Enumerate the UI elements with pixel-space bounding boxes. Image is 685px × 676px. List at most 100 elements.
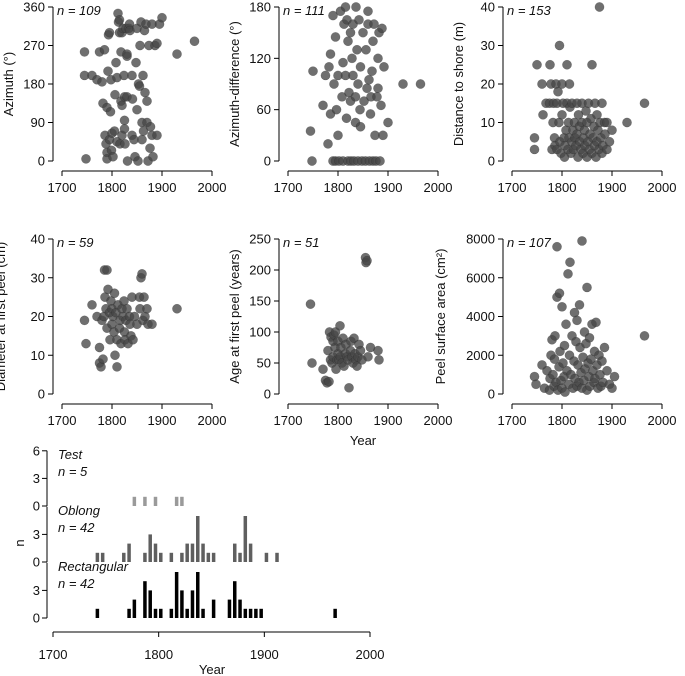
data-point: [145, 143, 155, 154]
data-point: [307, 358, 317, 368]
data-point: [140, 87, 150, 98]
data-point: [375, 156, 385, 166]
histogram-bar: [100, 552, 105, 562]
y-tick-label: 180: [23, 77, 45, 92]
x-tick-label: 1900: [374, 413, 403, 428]
data-point: [102, 265, 112, 275]
y-axis-label: Peel surface area (cm²): [433, 249, 448, 385]
data-point: [378, 130, 388, 141]
histogram-bar: [132, 496, 137, 506]
data-point: [318, 100, 328, 111]
data-point: [369, 19, 379, 29]
y-tick-label: 0: [488, 154, 495, 169]
x-axis-label: Year: [350, 433, 377, 448]
data-point: [597, 356, 607, 366]
histogram-bar: [211, 599, 216, 618]
data-point: [320, 70, 331, 81]
data-point: [142, 303, 152, 314]
histogram-bar: [143, 552, 147, 562]
data-point: [564, 79, 575, 89]
series-n-label: n = 5: [58, 464, 88, 479]
y-tick-label: 8000: [466, 232, 495, 247]
data-point: [358, 27, 368, 38]
data-point: [550, 331, 560, 341]
azimuth-panel: 0 90 180 270 360 1700 1800 1900 2000 Azimuth (°) n…: [1, 0, 226, 195]
data-point: [577, 236, 587, 246]
n-annotation: n = 111: [283, 3, 325, 18]
data-point: [128, 334, 138, 345]
data-point: [137, 134, 147, 145]
y-tick-label: 0: [33, 499, 40, 514]
data-point: [172, 49, 182, 59]
data-point: [415, 79, 426, 89]
y-tick-label: 250: [249, 232, 271, 247]
y-tick-label: 120: [249, 51, 271, 66]
histogram-bar: [201, 543, 205, 562]
data-point: [553, 86, 563, 97]
data-point: [368, 36, 378, 47]
data-point: [559, 340, 570, 351]
data-point: [112, 362, 122, 372]
data-point: [343, 36, 353, 47]
n-annotation: n = 109: [57, 3, 101, 18]
data-point: [353, 79, 363, 89]
data-point: [586, 354, 596, 364]
y-tick-label: 200: [249, 263, 271, 278]
data-point: [338, 57, 348, 68]
data-point: [574, 300, 585, 310]
x-tick-label: 1900: [598, 180, 627, 195]
data-point: [538, 109, 548, 120]
data-point: [560, 387, 570, 397]
data-point: [604, 136, 615, 147]
data-point: [355, 62, 366, 72]
diameter-first-peel-panel: 0 10 20 30 40 1700 1800 1900 2000 Diameter at fir…: [0, 232, 226, 429]
histogram-bar: [190, 590, 195, 618]
data-point: [114, 14, 125, 25]
data-point: [79, 315, 90, 326]
histogram-bar: [153, 543, 158, 562]
data-point: [561, 319, 571, 330]
histogram-oblong: 0 3 Oblong n = 42: [33, 503, 279, 570]
data-point: [145, 121, 156, 132]
data-point: [367, 66, 377, 77]
data-point: [639, 98, 650, 109]
histogram-bar: [248, 608, 253, 618]
data-point: [352, 361, 362, 371]
data-point: [602, 365, 612, 376]
data-point: [134, 81, 145, 91]
histogram-bar: [238, 599, 242, 618]
data-point: [142, 96, 152, 106]
data-point: [138, 126, 149, 136]
histogram-bar: [333, 608, 337, 618]
y-tick-label: 10: [481, 115, 495, 130]
data-point: [373, 53, 383, 64]
data-point: [109, 126, 120, 136]
data-point: [365, 109, 376, 119]
histogram-bar: [180, 552, 184, 562]
data-point: [607, 383, 617, 394]
histogram-bar: [132, 599, 137, 618]
y-tick-label: 6: [33, 443, 40, 458]
x-axis-label: Year: [199, 662, 226, 676]
data-point: [373, 83, 383, 94]
histogram-rectangular: 0 3 Rectangular n = 42: [33, 559, 337, 626]
y-tick-label: 3: [33, 471, 40, 486]
data-point: [120, 139, 130, 149]
data-point: [152, 130, 162, 141]
y-tick-label: 6000: [466, 270, 495, 285]
x-tick-label: 1800: [548, 413, 577, 428]
data-point: [563, 269, 573, 279]
data-point: [364, 74, 374, 85]
data-point: [558, 358, 568, 368]
x-tick-label: 1800: [98, 413, 127, 428]
data-point: [347, 53, 357, 64]
data-point: [81, 338, 91, 349]
data-point: [376, 100, 386, 111]
histogram-bar: [196, 572, 200, 618]
histogram-bar: [95, 608, 100, 618]
x-tick-label: 1800: [548, 180, 577, 195]
data-point: [127, 94, 138, 104]
data-point: [135, 40, 145, 51]
peel-surface-area-panel: 0 2000 4000 6000 8000 1700 1800 1900 2000 Peel su…: [433, 232, 676, 429]
